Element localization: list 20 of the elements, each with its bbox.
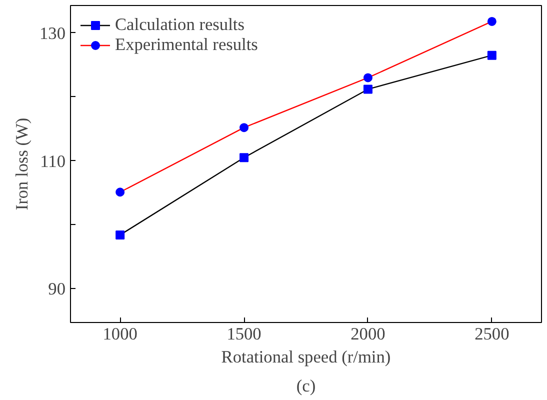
point — [363, 73, 372, 82]
x-axis-title: Rotational speed (r/min) — [221, 348, 391, 366]
x-tick-label: 1000 — [102, 324, 138, 344]
x-tick-label: 1500 — [226, 324, 262, 344]
point — [487, 16, 496, 26]
point — [487, 50, 496, 60]
y-tick-label: 130 — [40, 24, 66, 43]
point — [240, 153, 249, 162]
point — [363, 84, 372, 94]
point — [116, 230, 125, 240]
y-axis-title: Iron loss (W) — [12, 118, 32, 210]
legend-label: Experimental results — [115, 35, 258, 55]
x-tick-label: 2500 — [474, 324, 510, 344]
legend-label: Calculation results — [115, 15, 244, 35]
text: (c) — [296, 376, 316, 396]
y-tick-label: 90 — [48, 280, 66, 299]
y-tick-label: 110 — [40, 152, 66, 171]
point — [240, 123, 249, 132]
x-tick-label: 2000 — [350, 324, 386, 344]
point — [116, 188, 125, 197]
